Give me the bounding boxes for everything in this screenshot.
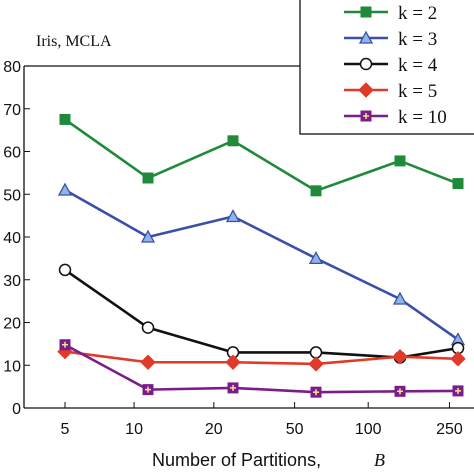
data-point bbox=[142, 172, 154, 184]
data-point bbox=[308, 251, 324, 265]
x-axis-label: Number of Partitions, bbox=[152, 450, 321, 470]
x-tick-label: 5 bbox=[61, 421, 70, 438]
series-2 bbox=[57, 182, 466, 346]
data-point bbox=[142, 384, 154, 396]
legend-box bbox=[299, 0, 474, 135]
data-point bbox=[450, 351, 466, 367]
data-point bbox=[360, 6, 372, 18]
legend-item: k = 2 bbox=[344, 3, 437, 24]
data-point bbox=[58, 263, 72, 277]
data-point bbox=[358, 82, 374, 98]
data-point bbox=[227, 382, 239, 394]
data-point bbox=[394, 155, 406, 167]
data-point bbox=[394, 385, 406, 397]
y-tick-label: 10 bbox=[3, 358, 21, 375]
y-tick-label: 70 bbox=[3, 102, 21, 119]
legend-item: k = 3 bbox=[344, 29, 437, 50]
legend-label: k = 5 bbox=[398, 81, 437, 102]
series-line bbox=[64, 350, 459, 366]
legend-label: k = 4 bbox=[398, 55, 438, 76]
data-point bbox=[358, 30, 374, 44]
x-tick-label: 10 bbox=[125, 421, 143, 438]
x-tick-label: 250 bbox=[436, 421, 463, 438]
data-point bbox=[140, 229, 156, 243]
series-group bbox=[57, 113, 466, 398]
x-tick-label: 50 bbox=[286, 421, 304, 438]
axes: 0 10 20 30 40 50 60 70 80 5 10 20 50 100 250 bbox=[3, 59, 474, 438]
series-4 bbox=[57, 343, 466, 372]
series-line bbox=[64, 188, 459, 341]
data-point bbox=[360, 110, 372, 122]
y-tick-label: 30 bbox=[3, 273, 21, 290]
data-point bbox=[392, 291, 408, 305]
data-point bbox=[57, 182, 73, 196]
data-point bbox=[140, 354, 156, 370]
data-point bbox=[310, 386, 322, 398]
legend-item: k = 5 bbox=[344, 81, 437, 102]
data-point bbox=[59, 113, 71, 125]
y-tick-label: 80 bbox=[3, 59, 21, 76]
legend: k = 2 k = 3 k = 4 k = 5 k = 10 bbox=[299, 0, 474, 135]
data-point bbox=[59, 339, 71, 351]
y-tick-label: 50 bbox=[3, 187, 21, 204]
data-point bbox=[392, 348, 408, 365]
data-point bbox=[308, 356, 324, 372]
y-tick-label: 40 bbox=[3, 230, 21, 247]
series-5 bbox=[59, 339, 464, 398]
data-point bbox=[141, 321, 155, 334]
legend-item: k = 10 bbox=[344, 107, 447, 128]
legend-item: k = 4 bbox=[344, 55, 438, 76]
data-point bbox=[227, 135, 239, 147]
data-point bbox=[310, 185, 322, 197]
series-line bbox=[64, 118, 459, 193]
series-line bbox=[64, 343, 459, 394]
y-tick-label: 20 bbox=[3, 316, 21, 333]
y-tick-label: 0 bbox=[12, 401, 21, 418]
x-tick-label: 20 bbox=[205, 421, 223, 438]
data-point bbox=[225, 354, 241, 370]
x-tick-label: 100 bbox=[355, 421, 382, 438]
data-point bbox=[452, 385, 464, 397]
data-point bbox=[359, 57, 373, 71]
x-axis-symbol: B bbox=[374, 450, 385, 470]
chart-annotation: Iris, MCLA bbox=[36, 33, 112, 50]
data-point bbox=[225, 209, 241, 223]
legend-label: k = 10 bbox=[398, 107, 447, 128]
series-1 bbox=[59, 113, 464, 197]
legend-label: k = 3 bbox=[398, 29, 437, 50]
data-point bbox=[452, 178, 464, 190]
legend-label: k = 2 bbox=[398, 3, 437, 24]
y-tick-label: 60 bbox=[3, 145, 21, 162]
